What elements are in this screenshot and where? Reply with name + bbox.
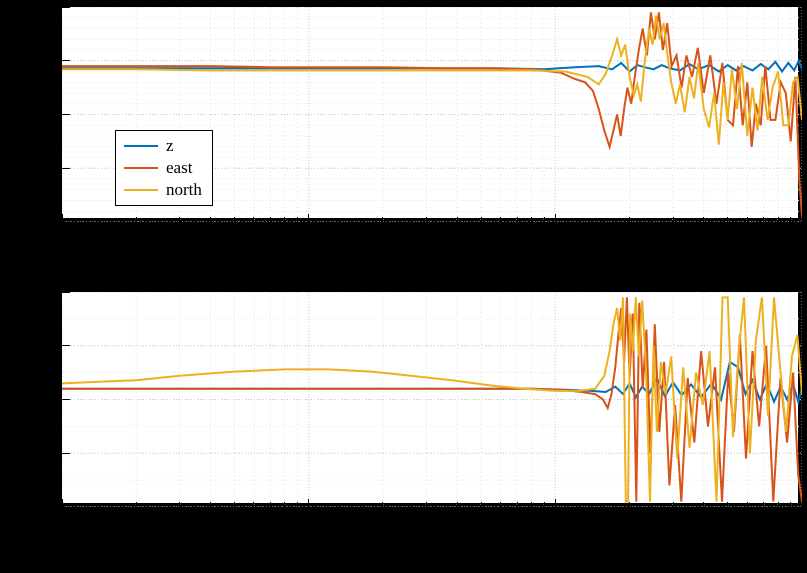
ytick [62, 7, 70, 8]
xtick [555, 499, 556, 507]
ytick [62, 168, 70, 169]
xtick-minor [481, 217, 482, 222]
xtick-minor [544, 502, 545, 507]
xtick-minor [426, 502, 427, 507]
legend: z east north [115, 130, 213, 206]
xtick-minor [531, 217, 532, 222]
ytick [62, 507, 70, 508]
xtick-minor [517, 502, 518, 507]
xtick-minor [253, 502, 254, 507]
xtick-minor [297, 217, 298, 222]
xtick-minor [790, 502, 791, 507]
xtick-minor [747, 502, 748, 507]
xtick-minor [790, 217, 791, 222]
ytick [62, 399, 70, 400]
xtick-minor [500, 217, 501, 222]
xtick [802, 499, 803, 507]
xtick-minor [136, 502, 137, 507]
xtick-minor [234, 502, 235, 507]
xtick-minor [673, 217, 674, 222]
xtick [308, 214, 309, 222]
xtick-minor [763, 217, 764, 222]
xtick-minor [517, 217, 518, 222]
xtick-minor [234, 217, 235, 222]
xtick [308, 499, 309, 507]
xtick-minor [481, 502, 482, 507]
xtick-minor [297, 502, 298, 507]
xtick-minor [457, 217, 458, 222]
xtick-minor [284, 502, 285, 507]
xtick [555, 214, 556, 222]
figure: { "figure": { "width_px": 807, "height_p… [0, 0, 807, 573]
xtick-minor [382, 502, 383, 507]
legend-label-north: north [166, 180, 202, 200]
legend-item-north: north [124, 179, 202, 201]
xtick-minor [500, 502, 501, 507]
xtick-minor [703, 217, 704, 222]
xtick-minor [673, 502, 674, 507]
xtick-minor [531, 502, 532, 507]
legend-item-z: z [124, 135, 202, 157]
xtick-minor [727, 502, 728, 507]
xtick-minor [253, 217, 254, 222]
xtick-minor [179, 217, 180, 222]
xtick-minor [136, 217, 137, 222]
xtick-minor [382, 217, 383, 222]
xtick-minor [284, 217, 285, 222]
legend-swatch-z [124, 145, 158, 147]
xtick-minor [747, 217, 748, 222]
ytick [62, 292, 70, 293]
xtick-minor [629, 217, 630, 222]
xtick-minor [703, 502, 704, 507]
xtick-minor [270, 217, 271, 222]
xtick-minor [210, 217, 211, 222]
xtick [802, 214, 803, 222]
xtick-minor [457, 502, 458, 507]
xtick-minor [629, 502, 630, 507]
xtick-minor [544, 217, 545, 222]
ytick [62, 345, 70, 346]
ytick [62, 453, 70, 454]
xtick-minor [727, 217, 728, 222]
ytick [62, 114, 70, 115]
legend-label-z: z [166, 136, 174, 156]
legend-swatch-north [124, 189, 158, 191]
xtick-minor [210, 502, 211, 507]
xtick-minor [778, 217, 779, 222]
legend-swatch-east [124, 167, 158, 169]
legend-label-east: east [166, 158, 192, 178]
xtick-minor [270, 502, 271, 507]
xtick-minor [426, 217, 427, 222]
bottom-panel [60, 290, 800, 505]
xtick-minor [179, 502, 180, 507]
xtick-minor [763, 502, 764, 507]
legend-item-east: east [124, 157, 202, 179]
ytick [62, 222, 70, 223]
xtick-minor [778, 502, 779, 507]
ytick [62, 60, 70, 61]
